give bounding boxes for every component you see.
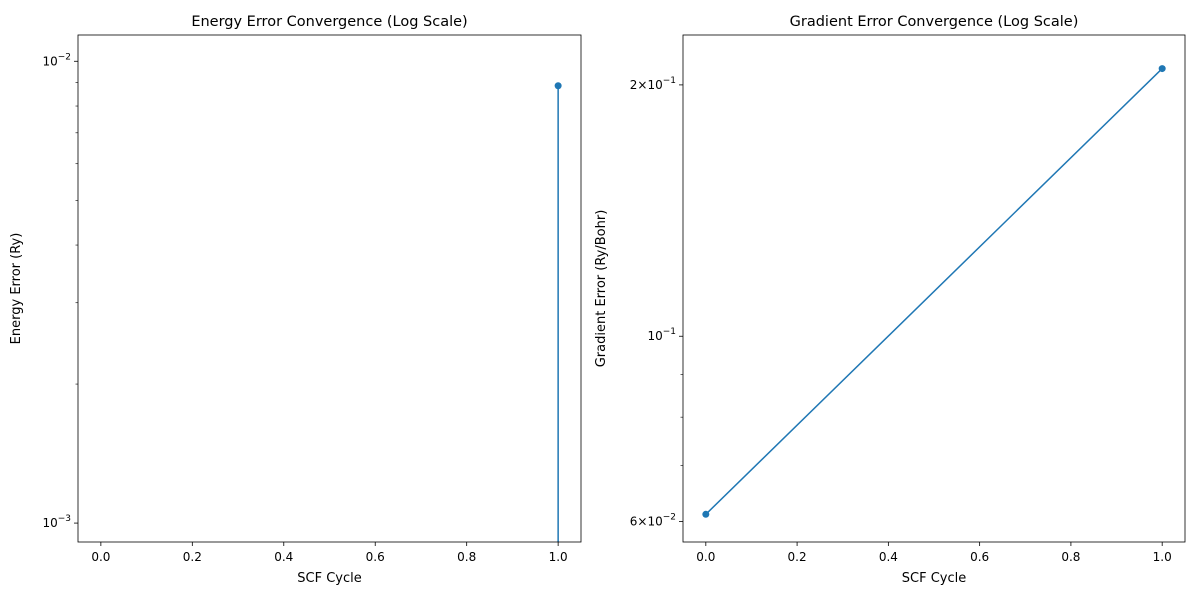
x-tick-label: 0.8 [1061,550,1080,564]
chart-panel-1: Energy Error Convergence (Log Scale) SCF … [9,14,582,586]
chart-title: Energy Error Convergence (Log Scale) [191,14,467,30]
x-tick-label: 0.8 [457,550,476,564]
x-tick-label: 0.2 [788,550,807,564]
x-tick-label: 0.0 [696,550,715,564]
plot-frame [682,34,1186,543]
plot-frame [77,34,582,543]
x-tick-label: 0.4 [274,550,293,564]
x-tick-label: 0.6 [366,550,385,564]
y-tick-label: 2×10−1 [630,76,676,92]
chart-title: Gradient Error Convergence (Log Scale) [790,14,1079,30]
y-tick-label: 6×10−2 [630,512,676,528]
y-axis-label: Gradient Error (Ry/Bohr) [594,210,609,368]
x-tick-label: 0.4 [879,550,898,564]
chart-panel-2: Gradient Error Convergence (Log Scale) SC… [594,14,1186,586]
series-line [705,68,1163,515]
data-point [1158,65,1166,73]
x-tick-label: 0.6 [970,550,989,564]
x-axis-label: SCF Cycle [902,571,966,586]
y-axis-label: Energy Error (Ry) [9,233,24,345]
data-point [702,510,710,518]
y-tick-label: 10−2 [42,52,71,68]
y-tick-label: 10−3 [42,514,71,530]
x-tick-label: 1.0 [1153,550,1172,564]
x-tick-label: 1.0 [549,550,568,564]
x-axis-label: SCF Cycle [297,571,361,586]
x-tick-label: 0.0 [91,550,110,564]
y-tick-label: 10−1 [647,327,676,343]
x-tick-label: 0.2 [183,550,202,564]
